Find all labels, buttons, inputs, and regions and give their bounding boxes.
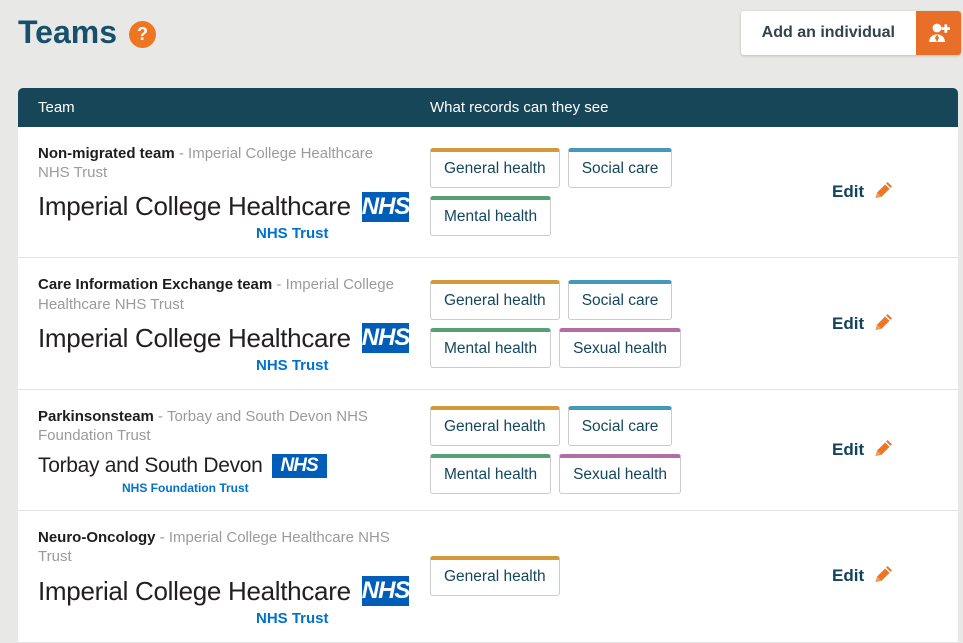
edit-cell: Edit (822, 312, 958, 336)
column-header-records: What records can they see (430, 99, 609, 116)
teams-table: Team What records can they see Non-migra… (18, 88, 958, 643)
trust-logo-text: Imperial College Healthcare (38, 575, 351, 606)
team-name: Care Information Exchange team (38, 276, 273, 294)
record-tags: General health Social care Mental health Se… (430, 400, 822, 500)
pencil-icon[interactable] (874, 438, 895, 462)
trust-logo-subtext: NHS Trust (256, 356, 329, 374)
team-row: Care Information Exchange team - Imperia… (18, 258, 958, 390)
team-cell: Care Information Exchange team - Imperia… (18, 258, 430, 388)
pencil-icon[interactable] (874, 180, 895, 204)
team-organisation: Imperial College Healthcare NHS Trust (38, 529, 390, 566)
pencil-icon[interactable] (874, 312, 895, 336)
edit-link[interactable]: Edit (822, 564, 895, 588)
trust-logo-text: Imperial College Healthcare (38, 322, 351, 353)
edit-link[interactable]: Edit (822, 438, 895, 462)
trust-logo: Imperial College Healthcare NHS NHS Trus… (38, 575, 410, 627)
help-icon[interactable]: ? (129, 21, 156, 48)
edit-label: Edit (832, 566, 865, 586)
team-separator: - (155, 529, 169, 547)
team-separator: - (174, 145, 189, 162)
team-row: Non-migrated team - Imperial College Hea… (18, 127, 958, 259)
team-name: Non-migrated team (38, 145, 175, 162)
record-tag: Mental health (430, 196, 552, 237)
edit-link[interactable]: Edit (822, 180, 895, 204)
table-body: Non-migrated team - Imperial College Hea… (18, 127, 958, 643)
team-name: Parkinsonsteam (38, 407, 154, 425)
table-header-row: Team What records can they see (18, 88, 958, 127)
team-organisation: Torbay and South Devon NHS Foundation Tr… (38, 407, 368, 444)
column-header-team: Team (38, 99, 75, 116)
edit-link[interactable]: Edit (822, 312, 895, 336)
team-row: Parkinsonsteam - Torbay and South Devon … (18, 389, 958, 512)
edit-cell: Edit (822, 564, 958, 588)
add-individual-button[interactable]: Add an individual (740, 11, 961, 55)
record-tag: General health (430, 279, 560, 320)
record-tag: General health (430, 148, 560, 189)
record-tag: Mental health (430, 327, 552, 368)
add-person-icon[interactable] (916, 11, 961, 55)
edit-label: Edit (832, 439, 865, 459)
trust-logo-text: Torbay and South Devon (38, 454, 263, 478)
trust-logo-subtext: NHS Trust (256, 609, 329, 627)
trust-logo-text: Imperial College Healthcare (38, 191, 351, 222)
record-tags: General health (430, 550, 822, 602)
team-title: Parkinsonsteam - Torbay and South Devon … (38, 407, 406, 445)
edit-label: Edit (832, 182, 865, 202)
record-tag: Social care (567, 405, 673, 446)
record-tags: General health Social care Mental health (430, 142, 822, 242)
team-name: Neuro-Oncology (38, 529, 156, 547)
team-separator: - (272, 276, 286, 294)
record-tag: General health (430, 405, 560, 446)
trust-logo: Imperial College Healthcare NHS NHS Trus… (38, 322, 410, 374)
nhs-logo-icon: NHS (361, 191, 410, 222)
nhs-logo-icon: NHS (271, 454, 327, 479)
pencil-icon[interactable] (874, 564, 895, 588)
team-separator: - (153, 407, 167, 425)
page-header: Teams ? Add an individual (0, 0, 963, 88)
team-cell: Non-migrated team - Imperial College Hea… (18, 127, 430, 257)
trust-logo-subtext: NHS Foundation Trust (122, 481, 249, 496)
record-tag: General health (430, 556, 560, 597)
edit-label: Edit (832, 313, 865, 333)
trust-logo: Torbay and South Devon NHS NHS Foundatio… (38, 454, 406, 495)
record-tags: General health Social care Mental health Se… (430, 274, 822, 374)
team-title: Care Information Exchange team - Imperia… (38, 275, 406, 313)
record-tag: Sexual health (559, 453, 681, 494)
record-tag: Mental health (430, 453, 552, 494)
team-title: Neuro-Oncology - Imperial College Health… (38, 528, 406, 566)
edit-cell: Edit (822, 438, 958, 462)
nhs-logo-icon: NHS (361, 576, 410, 606)
record-tag: Social care (567, 279, 673, 320)
team-row: Neuro-Oncology - Imperial College Health… (18, 511, 958, 643)
record-tag: Social care (567, 148, 673, 189)
trust-logo-subtext: NHS Trust (256, 225, 329, 243)
add-individual-label: Add an individual (761, 24, 895, 41)
trust-logo: Imperial College Healthcare NHS NHS Trus… (38, 191, 410, 243)
record-tag: Sexual health (559, 327, 681, 368)
nhs-logo-icon: NHS (361, 323, 410, 354)
team-organisation: Imperial College Healthcare NHS Trust (38, 276, 394, 313)
edit-cell: Edit (822, 180, 958, 204)
page-title: Teams (18, 14, 118, 50)
team-cell: Parkinsonsteam - Torbay and South Devon … (18, 390, 430, 510)
team-title: Non-migrated team - Imperial College Hea… (38, 144, 406, 182)
team-cell: Neuro-Oncology - Imperial College Health… (18, 511, 430, 641)
team-organisation: Imperial College Healthcare NHS Trust (38, 145, 374, 182)
